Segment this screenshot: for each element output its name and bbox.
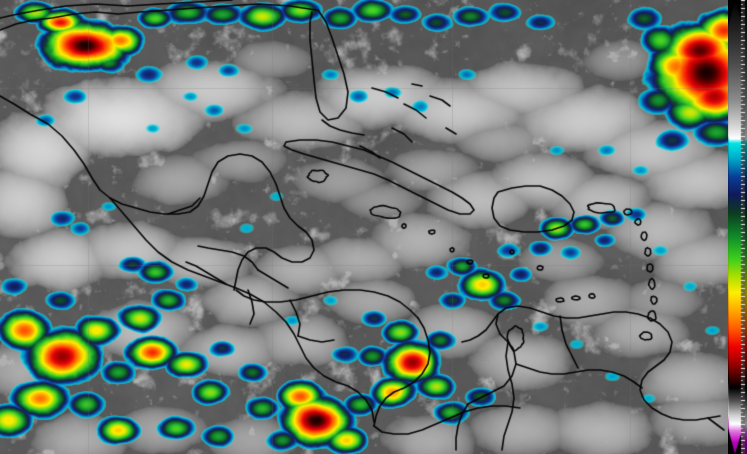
satellite-image-canvas[interactable] [0, 0, 728, 454]
feature-caribbean-sw-convection[interactable] [450, 255, 520, 315]
feature-panama-colombia-convection[interactable] [370, 330, 460, 410]
satellite-image-panel[interactable] [0, 0, 728, 454]
feature-central-america-convection[interactable] [260, 380, 370, 454]
color-enhancement-scale [728, 0, 747, 454]
feature-gulf-coast-convection[interactable] [40, 5, 160, 75]
feature-eastern-pacific-convection[interactable] [90, 300, 220, 420]
color-scale-gradient [728, 0, 747, 454]
feature-atlantic-convective-system[interactable] [660, 20, 747, 130]
feature-lesser-antilles-convection[interactable] [535, 200, 615, 255]
